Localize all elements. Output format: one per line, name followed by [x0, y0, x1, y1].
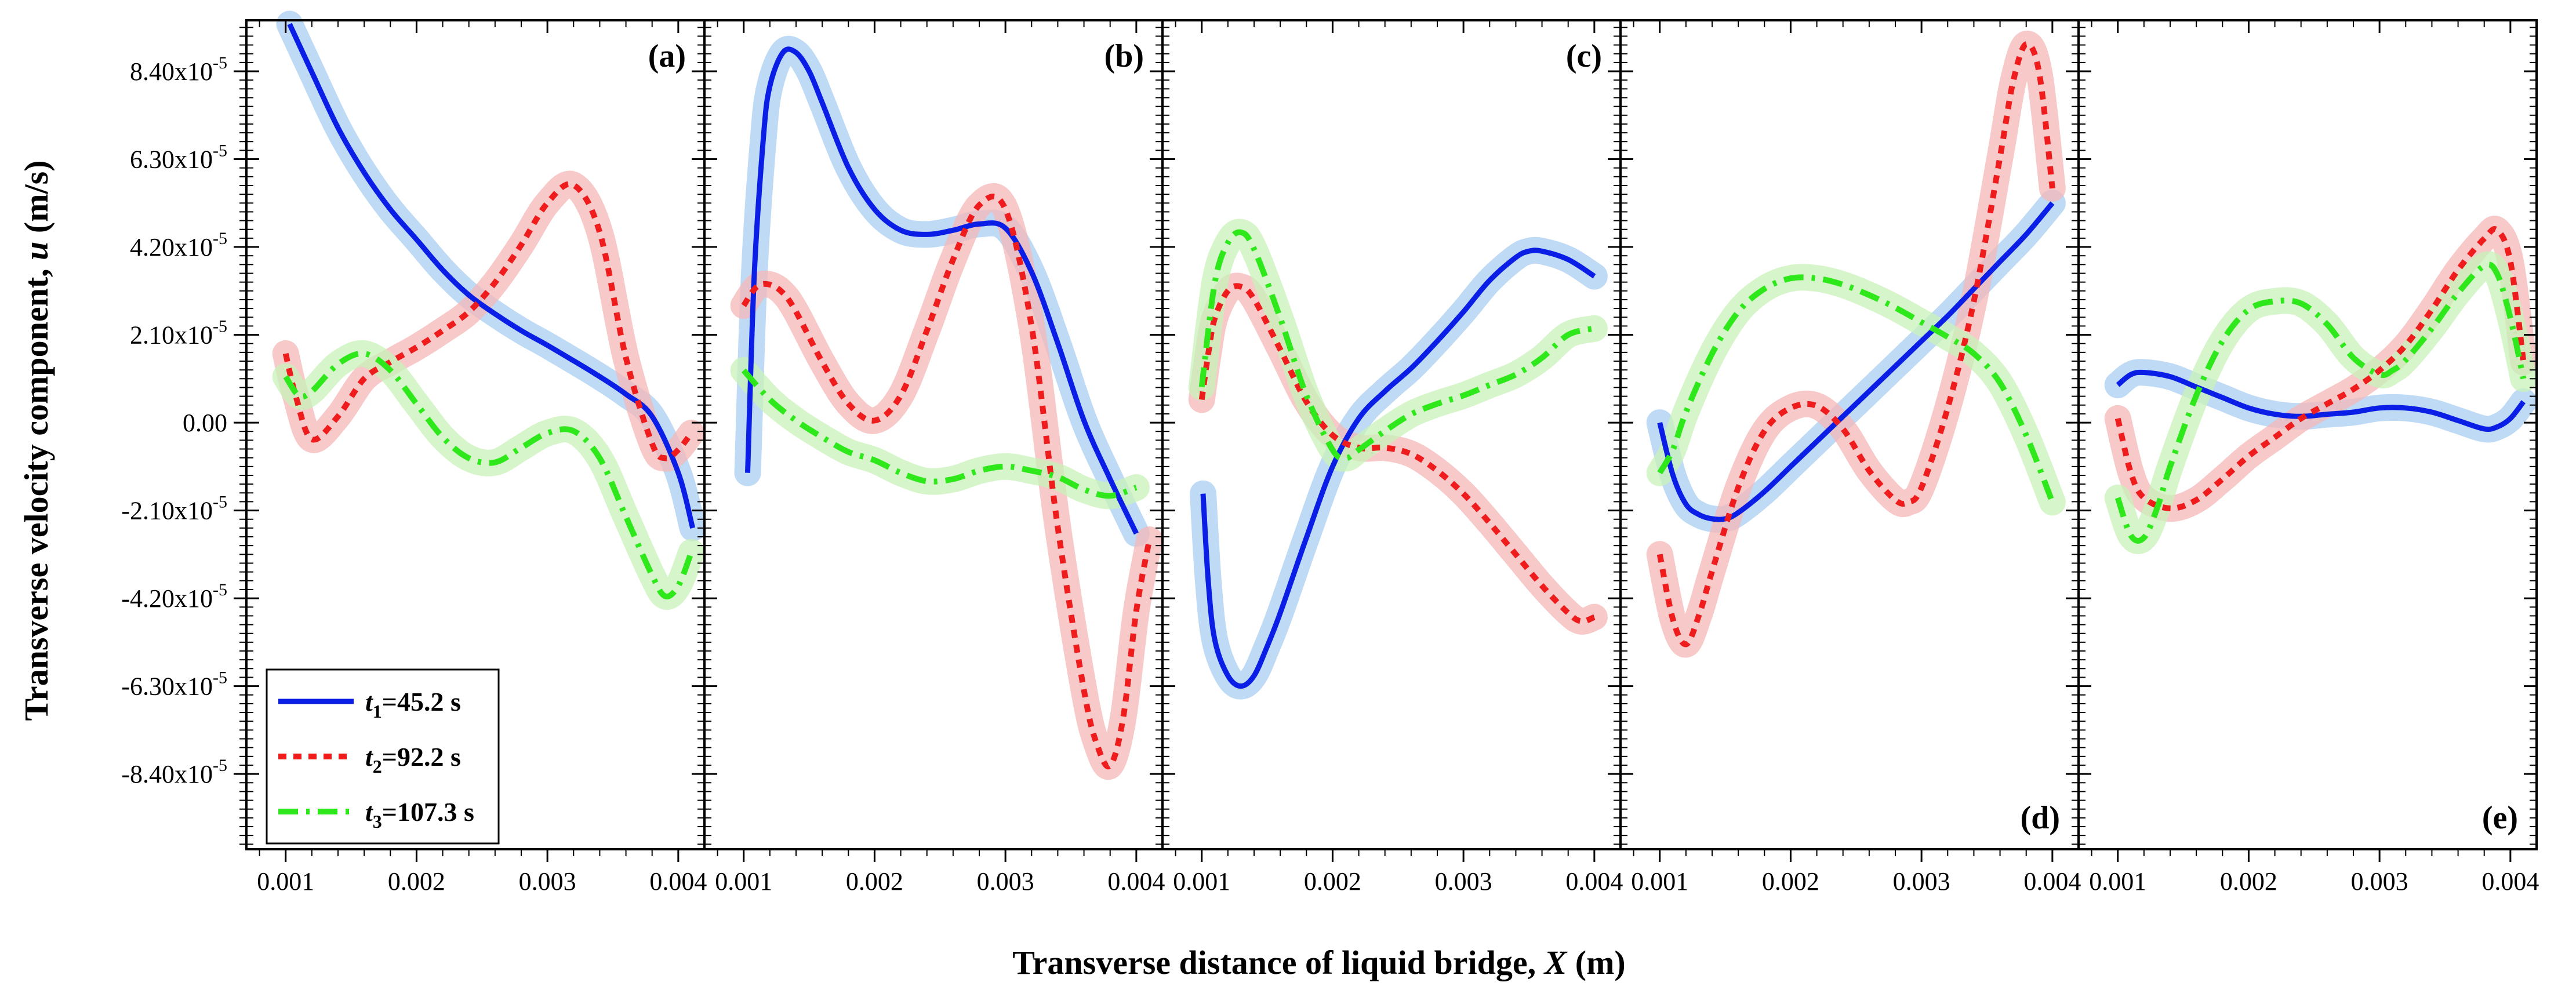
legend-subscript: 1 — [373, 701, 382, 722]
legend-label-t2: t2=92.2 s — [365, 742, 461, 777]
y-tick-label-base: 8.40x10 — [130, 57, 213, 86]
y-axis-title-var: u — [17, 242, 55, 260]
y-tick-label: 0.00 — [183, 409, 227, 437]
x-tick-label: 0.002 — [846, 867, 903, 896]
y-tick-label-base: 4.20x10 — [130, 233, 213, 261]
legend-value: =92.2 s — [382, 742, 461, 772]
y-tick-label: -6.30x10-5 — [121, 668, 227, 701]
y-tick-label-base: -2.10x10 — [121, 497, 213, 525]
x-tick-label: 0.001 — [1631, 867, 1688, 896]
series-t2-panel-4 — [1656, 41, 2055, 648]
x-tick-label: 0.003 — [519, 867, 576, 896]
y-tick-label-base: 2.10x10 — [130, 321, 213, 350]
series-t3-panel-1 — [283, 350, 695, 600]
series-t3-panel-5 — [2114, 261, 2527, 544]
x-tick-label: 0.001 — [257, 867, 314, 896]
x-tick-label: 0.001 — [1173, 867, 1230, 896]
x-tick-label: 0.001 — [2089, 867, 2146, 896]
x-tick-label: 0.002 — [2220, 867, 2277, 896]
legend-label-t3: t3=107.3 s — [365, 797, 474, 832]
y-axis-title-unit: (m/s) — [17, 160, 55, 241]
y-tick-label-exponent: -5 — [213, 580, 227, 599]
series-t1-panel-3 — [1200, 248, 1596, 689]
legend-value: =45.2 s — [382, 687, 461, 716]
x-axis-title-unit: (m) — [1567, 944, 1625, 981]
series-t2-panel-1 — [282, 181, 694, 461]
panel-label: (b) — [1104, 38, 1144, 74]
x-tick-label: 0.003 — [1435, 867, 1492, 896]
y-tick-label-exponent: -5 — [213, 317, 227, 336]
series-t3-panel-3 — [1198, 229, 1596, 461]
ticks-layer — [234, 20, 2537, 862]
panel-label: (a) — [648, 38, 686, 74]
panel-frame-5 — [2077, 19, 2538, 850]
lines-layer — [282, 23, 2527, 770]
series-t1-panel-2 — [745, 46, 1139, 535]
x-tick-label: 0.004 — [1107, 867, 1165, 896]
series-t2-panel-5 — [2114, 226, 2527, 512]
x-tick-label: 0.002 — [388, 867, 445, 896]
y-tick-label-base: 6.30x10 — [130, 146, 213, 174]
bands-layer — [272, 10, 2537, 780]
x-tick-label: 0.001 — [715, 867, 772, 896]
y-tick-label-exponent: -5 — [213, 141, 227, 161]
series-t3-panel-4 — [1657, 274, 2055, 504]
y-tick-label-base: -4.20x10 — [121, 584, 213, 613]
legend-subscript: 3 — [373, 811, 382, 832]
legend-label-t1: t1=45.2 s — [365, 687, 461, 722]
panel-label: (e) — [2482, 800, 2518, 836]
x-tick-label: 0.004 — [2023, 867, 2081, 896]
x-tick-label: 0.004 — [2481, 867, 2539, 896]
x-tick-label: 0.003 — [977, 867, 1034, 896]
y-tick-label-base: -8.40x10 — [121, 760, 213, 788]
x-axis-title: Transverse distance of liquid bridge, X … — [1012, 944, 1625, 981]
legend-symbol: t — [365, 742, 373, 772]
x-tick-label: 0.003 — [2351, 867, 2408, 896]
band-t2-panel-3 — [1188, 272, 1608, 635]
x-tick-label: 0.002 — [1762, 867, 1819, 896]
band-t2-panel-2 — [730, 183, 1163, 780]
y-tick-label-exponent: -5 — [213, 229, 227, 248]
legend-box — [266, 668, 500, 845]
labels-layer: 0.001 0.002 0.003 0.004(a)0.001 0.002 0.003 0.… — [121, 38, 2539, 896]
legend-subscript: 2 — [373, 756, 382, 777]
x-tick-label: 0.004 — [1565, 867, 1623, 896]
panel-label: (d) — [2021, 800, 2060, 836]
frames-layer — [245, 19, 2538, 850]
legend: t1=45.2 st2=92.2 st3=107.3 s — [266, 668, 500, 845]
y-tick-label: -2.10x10-5 — [121, 493, 227, 525]
y-tick-label: 4.20x10-5 — [130, 229, 227, 261]
legend-symbol: t — [365, 687, 373, 716]
x-tick-label: 0.002 — [1304, 867, 1361, 896]
y-tick-label: -8.40x10-5 — [121, 756, 227, 788]
y-tick-label-exponent: -5 — [213, 668, 227, 688]
panel-label: (c) — [1566, 38, 1602, 74]
x-tick-label: 0.003 — [1893, 867, 1950, 896]
x-tick-label: 0.004 — [649, 867, 707, 896]
y-tick-label-base: -6.30x10 — [121, 672, 213, 701]
x-axis-title-main: Transverse distance of liquid bridge, — [1012, 944, 1544, 981]
y-tick-label: -4.20x10-5 — [121, 580, 227, 613]
series-t1-panel-5 — [2116, 369, 2526, 432]
y-tick-label-exponent: -5 — [213, 53, 227, 72]
legend-symbol: t — [365, 797, 373, 827]
y-tick-label-exponent: -5 — [213, 756, 227, 775]
legend-value: =107.3 s — [382, 797, 474, 827]
series-t3-panel-2 — [741, 368, 1138, 499]
y-tick-label: 8.40x10-5 — [130, 53, 227, 86]
y-tick-label: 6.30x10-5 — [130, 141, 227, 174]
y-axis-title-main: Transverse velocity component, — [17, 260, 55, 721]
y-tick-label-exponent: -5 — [213, 493, 227, 512]
y-tick-label-base: 0.00 — [183, 409, 227, 437]
x-axis-title-var: X — [1543, 944, 1568, 981]
y-tick-label: 2.10x10-5 — [130, 317, 227, 350]
y-axis-title: Transverse velocity component, u (m/s) — [17, 160, 55, 721]
